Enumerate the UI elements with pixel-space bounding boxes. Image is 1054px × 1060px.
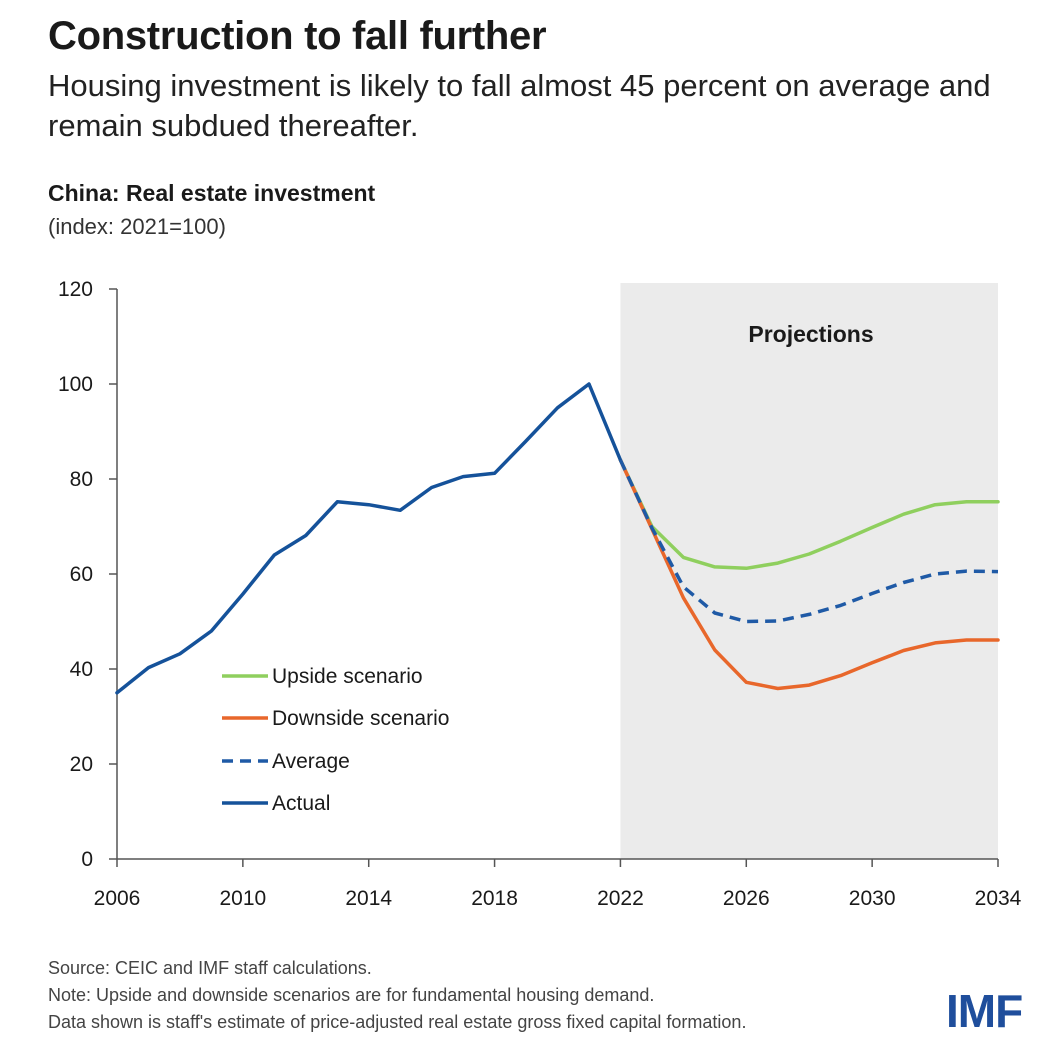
y-tick-label: 80 [70,468,93,491]
y-tick-label: 40 [70,658,93,681]
source-note: Source: CEIC and IMF staff calculations. [48,958,372,978]
imf-logo: IMF [946,985,1023,1037]
x-tick-label: 2018 [471,887,518,910]
x-tick-label: 2010 [219,887,266,910]
y-tick-label: 100 [58,373,93,396]
legend-label: Average [272,750,350,773]
series-line-upside-scenario [618,458,1000,571]
axes: 0 20 40 60 80 100 120 2006 2010 2014 2018 2022 2026 2… [58,278,1022,910]
x-tick-label: 2022 [597,887,644,910]
series-line-average [618,459,999,624]
x-tick-label: 2006 [94,887,141,910]
projections-label: Projections [748,321,873,347]
data-note: Data shown is staff's estimate of price-… [48,1012,747,1032]
legend-label: Downside scenario [272,707,449,730]
x-tick-label: 2014 [345,887,392,910]
projections-shaded-region [620,283,998,859]
series-line-downside-scenario [618,458,1000,691]
legend-label: Upside scenario [272,665,423,688]
legend: Upside scenario Downside scenario Average A… [222,665,449,815]
y-tick-label: 20 [70,753,93,776]
headline: Construction to fall further [48,14,547,58]
subheadline: Housing investment is likely to fall alm… [48,68,991,143]
x-tick-label: 2034 [975,887,1022,910]
y-tick-label: 60 [70,563,93,586]
y-tick-label: 0 [81,848,93,871]
chart-title: China: Real estate investment [48,180,376,206]
x-tick-label: 2026 [723,887,770,910]
chart-subtitle: (index: 2021=100) [48,214,226,239]
x-tick-label: 2030 [849,887,896,910]
series-layer [115,382,1000,695]
scenario-note: Note: Upside and downside scenarios are … [48,985,655,1005]
legend-label: Actual [272,792,330,815]
series-line-actual [115,382,623,695]
y-tick-label: 120 [58,278,93,301]
